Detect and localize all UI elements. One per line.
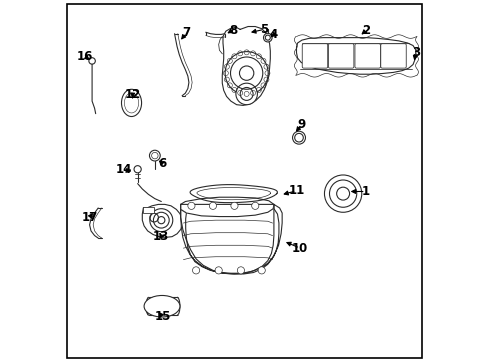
Text: 4: 4 — [269, 28, 278, 41]
Polygon shape — [180, 204, 282, 274]
Text: 2: 2 — [362, 24, 370, 37]
Circle shape — [224, 51, 267, 95]
Text: 15: 15 — [154, 310, 171, 324]
Text: 6: 6 — [158, 157, 166, 170]
Circle shape — [292, 131, 305, 144]
Text: 3: 3 — [411, 46, 419, 59]
Circle shape — [258, 267, 265, 274]
Text: 8: 8 — [228, 24, 237, 37]
Text: 7: 7 — [182, 27, 190, 40]
Polygon shape — [222, 27, 270, 105]
Circle shape — [192, 267, 199, 274]
FancyBboxPatch shape — [354, 44, 380, 68]
Ellipse shape — [121, 89, 142, 117]
Text: 1: 1 — [361, 185, 369, 198]
FancyBboxPatch shape — [380, 44, 406, 68]
Polygon shape — [190, 185, 277, 203]
FancyBboxPatch shape — [328, 44, 353, 68]
Polygon shape — [296, 38, 415, 74]
Circle shape — [187, 202, 195, 210]
Circle shape — [230, 202, 238, 210]
FancyBboxPatch shape — [143, 207, 154, 213]
Circle shape — [324, 175, 361, 212]
Circle shape — [134, 166, 141, 173]
Circle shape — [209, 202, 216, 210]
Circle shape — [237, 267, 244, 274]
Circle shape — [89, 58, 95, 64]
Circle shape — [263, 33, 271, 42]
Text: 10: 10 — [291, 242, 307, 255]
Text: 9: 9 — [297, 118, 305, 131]
Ellipse shape — [144, 296, 180, 317]
Circle shape — [149, 150, 160, 161]
Text: 17: 17 — [81, 211, 98, 224]
Text: 5: 5 — [260, 23, 268, 36]
FancyBboxPatch shape — [302, 44, 327, 68]
Circle shape — [215, 267, 222, 274]
Circle shape — [251, 202, 258, 210]
Polygon shape — [142, 204, 182, 237]
Text: 16: 16 — [77, 50, 93, 63]
Text: 13: 13 — [153, 230, 169, 243]
Text: 14: 14 — [116, 163, 132, 176]
Circle shape — [149, 209, 172, 231]
Text: 11: 11 — [288, 184, 304, 197]
Polygon shape — [180, 197, 273, 217]
Circle shape — [235, 83, 257, 105]
Text: 12: 12 — [124, 88, 141, 101]
